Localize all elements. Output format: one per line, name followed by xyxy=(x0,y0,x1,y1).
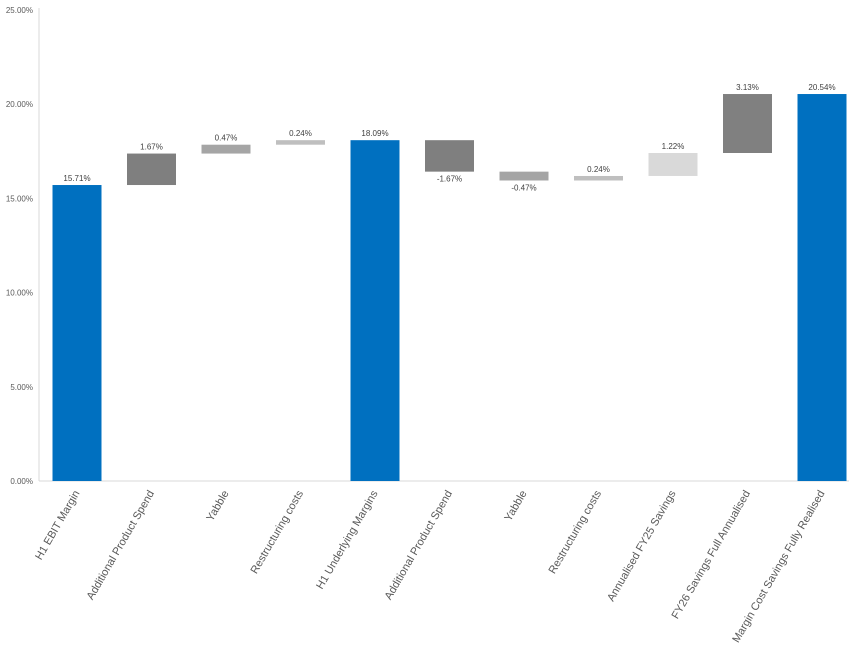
data-label: 0.24% xyxy=(587,165,610,174)
x-tick-label: Additional Product Spend xyxy=(85,489,157,603)
y-tick-label: 20.00% xyxy=(6,100,33,109)
total-bar xyxy=(797,94,847,481)
total-bar xyxy=(52,185,102,481)
x-tick-label: Additional Product Spend xyxy=(383,489,455,603)
y-tick-label: 5.00% xyxy=(10,383,33,392)
data-label: 1.22% xyxy=(662,142,685,151)
bars-layer xyxy=(52,94,847,482)
waterfall-step-bar xyxy=(648,152,698,176)
data-label: 3.13% xyxy=(736,83,759,92)
data-label: -1.67% xyxy=(437,175,462,184)
labels-layer: 15.71% 1.67% 0.47% 0.24% 18.09% -1.67% -0.47% 0… xyxy=(63,83,835,192)
total-bar xyxy=(350,140,400,482)
x-tick-label: Yabble xyxy=(502,489,529,524)
waterfall-step-bar xyxy=(723,94,772,153)
x-tick-label: FY26 Savings Full Annualised xyxy=(670,489,753,622)
data-label: 0.47% xyxy=(215,134,238,143)
data-label: 0.24% xyxy=(289,129,312,138)
waterfall-step-bar xyxy=(276,140,325,145)
y-tick-label: 25.00% xyxy=(6,6,33,15)
waterfall-step-bar xyxy=(574,175,623,181)
waterfall-step-bar xyxy=(201,144,251,154)
x-tick-label: Margin Cost Savings Fully Realised xyxy=(730,489,827,645)
data-label: 18.09% xyxy=(361,129,388,138)
y-tick-label: 10.00% xyxy=(6,289,33,298)
y-tick-label: 15.00% xyxy=(6,194,33,203)
data-label: 15.71% xyxy=(63,174,90,183)
x-tick-label: Yabble xyxy=(204,489,231,524)
y-tick-label: 0.00% xyxy=(10,477,33,486)
data-label: -0.47% xyxy=(511,184,536,193)
x-tick-label: Annualised FY25 Savings xyxy=(605,488,679,604)
x-tick-label: H1 EBIT Margin xyxy=(33,489,82,563)
waterfall-step-bar xyxy=(499,171,549,181)
x-tick-label: Restructuring costs xyxy=(547,488,605,576)
x-tick-label: H1 Underlying Margins xyxy=(314,488,381,591)
waterfall-step-bar xyxy=(127,153,176,186)
waterfall-step-bar xyxy=(425,140,474,172)
x-tick-label: Restructuring costs xyxy=(249,488,307,576)
data-label: 20.54% xyxy=(808,83,835,92)
data-label: 1.67% xyxy=(140,143,163,152)
axes-layer: 0.00% 5.00% 10.00% 15.00% 20.00% 25.00% xyxy=(6,6,849,486)
x-tick-labels: H1 EBIT Margin Additional Product Spend Ya… xyxy=(33,488,827,645)
